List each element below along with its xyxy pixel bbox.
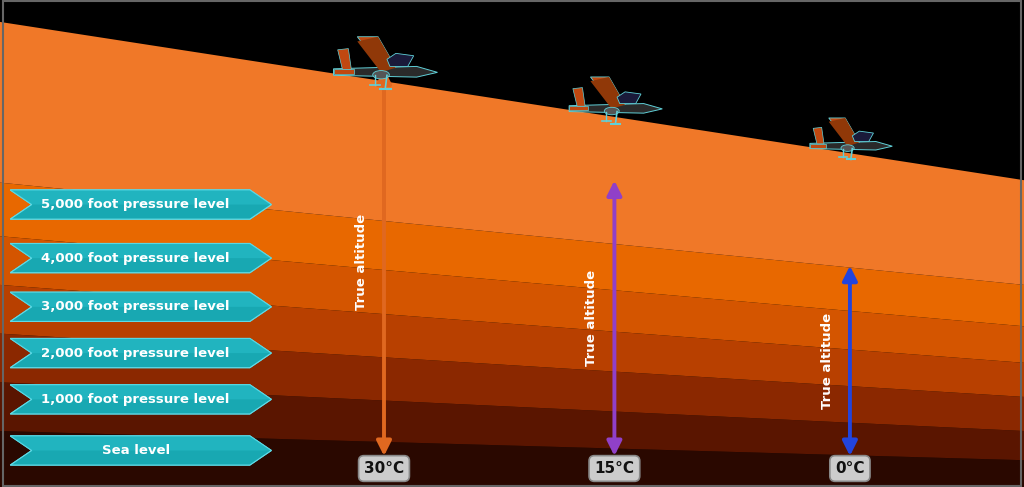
Text: 1,000 foot pressure level: 1,000 foot pressure level [41,393,229,406]
Polygon shape [338,49,351,69]
Polygon shape [10,244,271,273]
Polygon shape [828,118,859,143]
Polygon shape [10,338,271,368]
Text: True altitude: True altitude [586,270,598,366]
Text: 15°C: 15°C [594,461,635,476]
Polygon shape [10,436,271,450]
Polygon shape [10,385,271,414]
Polygon shape [572,88,585,106]
Polygon shape [10,436,271,465]
Polygon shape [617,92,641,104]
Polygon shape [591,77,625,105]
Text: True altitude: True altitude [355,214,368,310]
Polygon shape [387,54,414,66]
Polygon shape [810,144,826,148]
Polygon shape [0,236,1024,363]
Polygon shape [10,292,271,307]
Polygon shape [591,77,625,109]
Polygon shape [813,128,824,144]
Polygon shape [10,190,271,219]
Polygon shape [0,382,1024,460]
Polygon shape [357,37,396,68]
Polygon shape [10,338,271,353]
Polygon shape [10,292,271,321]
Polygon shape [0,22,1024,285]
Polygon shape [357,37,396,73]
Polygon shape [10,292,271,321]
Polygon shape [10,385,271,414]
Polygon shape [334,69,354,74]
Text: 4,000 foot pressure level: 4,000 foot pressure level [41,252,229,264]
Text: Sea level: Sea level [101,444,170,457]
Polygon shape [828,118,859,146]
Polygon shape [852,131,873,142]
Text: 5,000 foot pressure level: 5,000 foot pressure level [41,198,229,211]
Polygon shape [569,106,588,111]
Ellipse shape [841,145,854,151]
Text: 30°C: 30°C [364,461,404,476]
Polygon shape [810,142,892,150]
Polygon shape [10,190,271,205]
Polygon shape [10,436,271,465]
Text: True altitude: True altitude [821,313,834,409]
Polygon shape [0,183,1024,326]
Polygon shape [0,334,1024,431]
Ellipse shape [604,107,620,115]
Polygon shape [569,104,663,113]
Polygon shape [10,385,271,399]
Text: 0°C: 0°C [836,461,864,476]
Polygon shape [0,431,1024,487]
Polygon shape [10,244,271,258]
Ellipse shape [373,71,389,79]
Polygon shape [10,244,271,273]
Polygon shape [10,338,271,368]
Polygon shape [334,66,437,77]
Polygon shape [10,190,271,219]
Polygon shape [0,285,1024,397]
Text: 2,000 foot pressure level: 2,000 foot pressure level [41,347,229,359]
Text: 3,000 foot pressure level: 3,000 foot pressure level [41,300,229,313]
